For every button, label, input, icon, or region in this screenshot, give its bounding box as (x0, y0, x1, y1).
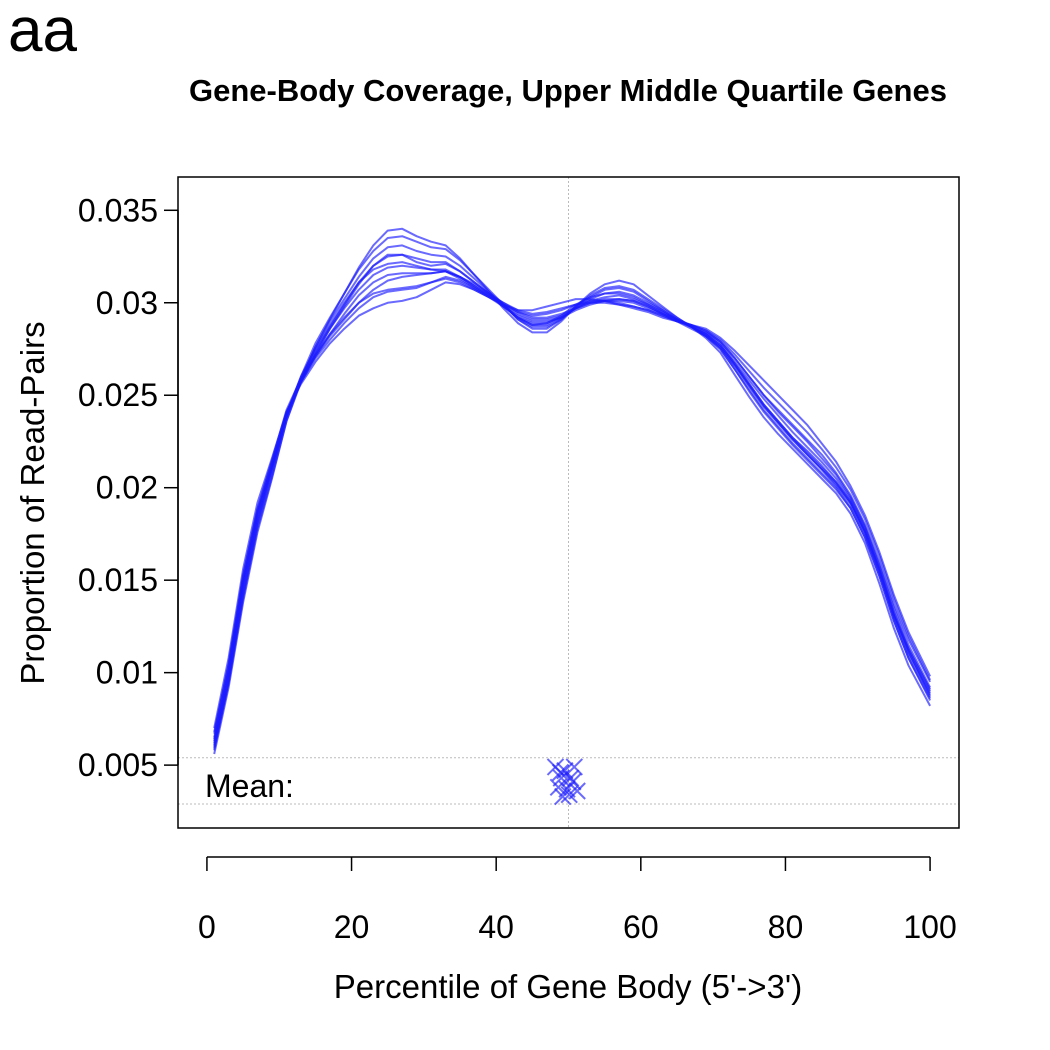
mean-marker-5 (561, 769, 580, 787)
mean-marker-10 (560, 786, 578, 804)
y-axis-title: Proportion of Read-Pairs (14, 321, 51, 684)
y-tick-label-3: 0.02 (96, 470, 158, 506)
x-tick-label-2: 40 (478, 909, 514, 945)
chart-title: Gene-Body Coverage, Upper Middle Quartil… (189, 73, 947, 108)
mean-marker-12 (564, 773, 582, 791)
y-tick-label-4: 0.025 (78, 377, 158, 413)
x-tick-label-0: 0 (198, 909, 216, 945)
x-tick-label-4: 80 (768, 909, 804, 945)
y-tick-label-0: 0.005 (78, 747, 158, 783)
reference-lines (178, 177, 959, 828)
y-tick-label-1: 0.01 (96, 655, 158, 691)
x-tick-label-1: 20 (334, 909, 370, 945)
mean-marker-9 (554, 787, 572, 806)
y-axis: 0.005 0.01 0.015 0.02 0.025 0.03 0.035 (78, 192, 179, 783)
panel-label: aa (8, 0, 77, 65)
x-axis-title: Percentile of Gene Body (5'->3') (334, 968, 802, 1005)
series-line-10 (213, 253, 931, 746)
series-line-9 (213, 277, 931, 733)
y-tick-label-2: 0.015 (78, 562, 158, 598)
mean-markers (546, 758, 586, 806)
series-line-2 (213, 253, 932, 751)
mean-label: Mean: (205, 768, 294, 804)
series-lines (213, 227, 932, 755)
y-tick-label-5: 0.03 (96, 285, 158, 321)
series-line-5 (213, 281, 931, 729)
mean-marker-3 (565, 758, 583, 776)
series-line-12 (213, 244, 931, 749)
x-axis: 0 20 40 60 80 100 (198, 856, 957, 945)
x-tick-label-3: 60 (623, 909, 659, 945)
mean-marker-11 (551, 763, 570, 782)
x-tick-label-5: 100 (903, 909, 956, 945)
y-tick-label-6: 0.035 (78, 192, 158, 228)
